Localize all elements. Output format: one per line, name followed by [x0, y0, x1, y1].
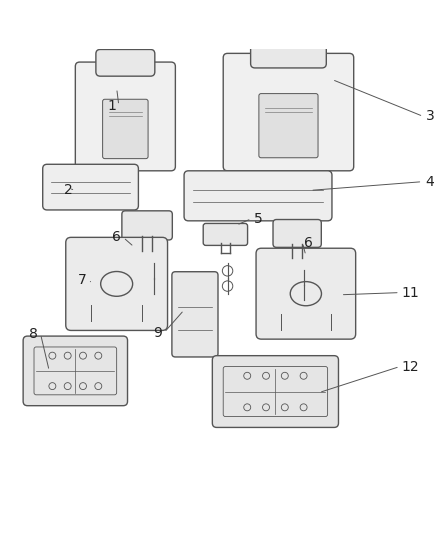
Text: 7: 7 [78, 272, 86, 287]
FancyBboxPatch shape [122, 211, 172, 240]
Text: 12: 12 [402, 360, 419, 374]
FancyBboxPatch shape [172, 272, 218, 357]
FancyBboxPatch shape [184, 171, 332, 221]
FancyBboxPatch shape [259, 94, 318, 158]
FancyBboxPatch shape [102, 99, 148, 159]
FancyBboxPatch shape [203, 223, 247, 245]
Text: 1: 1 [108, 99, 117, 112]
Text: 6: 6 [304, 236, 313, 249]
Text: 2: 2 [64, 183, 73, 197]
Text: 4: 4 [425, 175, 434, 189]
FancyBboxPatch shape [75, 62, 175, 171]
FancyBboxPatch shape [251, 39, 326, 68]
FancyBboxPatch shape [256, 248, 356, 339]
Text: 5: 5 [254, 212, 262, 225]
FancyBboxPatch shape [66, 237, 168, 330]
Text: 8: 8 [29, 327, 39, 341]
FancyBboxPatch shape [43, 164, 138, 210]
FancyBboxPatch shape [23, 336, 127, 406]
Text: 3: 3 [425, 109, 434, 124]
FancyBboxPatch shape [96, 50, 155, 76]
FancyBboxPatch shape [223, 53, 354, 171]
Text: 6: 6 [112, 230, 121, 244]
Text: 9: 9 [153, 326, 162, 340]
FancyBboxPatch shape [273, 220, 321, 247]
Text: 11: 11 [402, 286, 419, 300]
FancyBboxPatch shape [212, 356, 339, 427]
